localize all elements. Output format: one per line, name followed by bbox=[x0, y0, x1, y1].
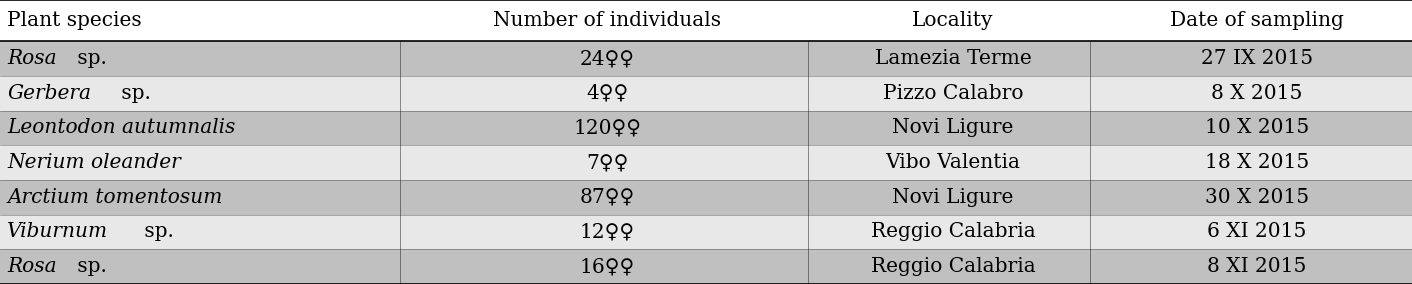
Bar bbox=[0, 110, 1412, 145]
Bar bbox=[0, 180, 1412, 215]
Text: Novi Ligure: Novi Ligure bbox=[892, 118, 1014, 137]
Text: sp.: sp. bbox=[116, 84, 151, 103]
Bar bbox=[0, 41, 1412, 76]
Text: Leontodon autumnalis: Leontodon autumnalis bbox=[7, 118, 236, 137]
Text: 24♀♀: 24♀♀ bbox=[580, 49, 634, 68]
Text: Rosa: Rosa bbox=[7, 257, 56, 276]
Text: Viburnum: Viburnum bbox=[7, 222, 109, 241]
Bar bbox=[0, 145, 1412, 180]
Text: sp.: sp. bbox=[71, 257, 107, 276]
Text: Number of individuals: Number of individuals bbox=[493, 11, 722, 30]
Text: Locality: Locality bbox=[912, 11, 994, 30]
Text: sp.: sp. bbox=[71, 49, 107, 68]
Text: 8 XI 2015: 8 XI 2015 bbox=[1207, 257, 1306, 276]
Text: Arctium tomentosum: Arctium tomentosum bbox=[7, 188, 223, 207]
Text: Nerium oleander: Nerium oleander bbox=[7, 153, 181, 172]
Text: Rosa: Rosa bbox=[7, 49, 56, 68]
Text: 12♀♀: 12♀♀ bbox=[579, 222, 635, 241]
Text: 18 X 2015: 18 X 2015 bbox=[1204, 153, 1309, 172]
Text: 87♀♀: 87♀♀ bbox=[579, 188, 635, 207]
Text: Pizzo Calabro: Pizzo Calabro bbox=[882, 84, 1024, 103]
Bar bbox=[0, 0, 1412, 41]
Text: 10 X 2015: 10 X 2015 bbox=[1204, 118, 1309, 137]
Text: 4♀♀: 4♀♀ bbox=[586, 84, 628, 103]
Text: 16♀♀: 16♀♀ bbox=[579, 257, 635, 276]
Text: 8 X 2015: 8 X 2015 bbox=[1211, 84, 1302, 103]
Text: sp.: sp. bbox=[137, 222, 174, 241]
Text: Gerbera: Gerbera bbox=[7, 84, 90, 103]
Text: Vibo Valentia: Vibo Valentia bbox=[885, 153, 1021, 172]
Bar bbox=[0, 76, 1412, 110]
Text: Lamezia Terme: Lamezia Terme bbox=[874, 49, 1032, 68]
Text: 120♀♀: 120♀♀ bbox=[573, 118, 641, 137]
Text: Reggio Calabria: Reggio Calabria bbox=[871, 222, 1035, 241]
Text: 6 XI 2015: 6 XI 2015 bbox=[1207, 222, 1306, 241]
Text: Reggio Calabria: Reggio Calabria bbox=[871, 257, 1035, 276]
Text: 30 X 2015: 30 X 2015 bbox=[1204, 188, 1309, 207]
Text: 7♀♀: 7♀♀ bbox=[586, 153, 628, 172]
Text: 27 IX 2015: 27 IX 2015 bbox=[1200, 49, 1313, 68]
Text: Date of sampling: Date of sampling bbox=[1169, 11, 1344, 30]
Text: Plant species: Plant species bbox=[7, 11, 141, 30]
Bar bbox=[0, 249, 1412, 284]
Text: Novi Ligure: Novi Ligure bbox=[892, 188, 1014, 207]
Bar bbox=[0, 215, 1412, 249]
